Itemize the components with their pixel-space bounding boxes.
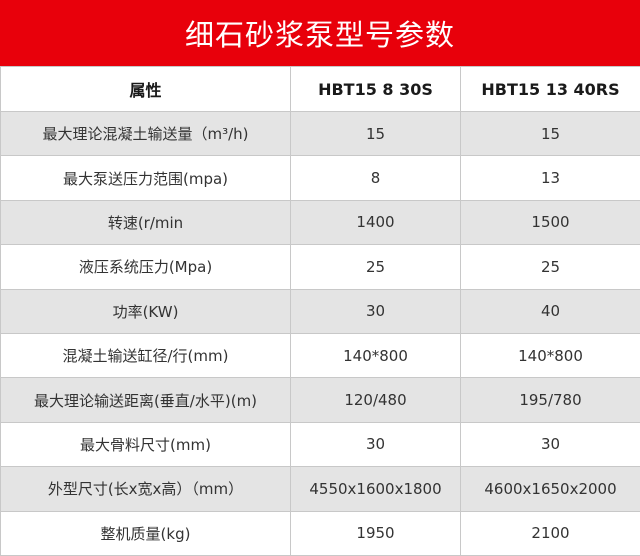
cell-attribute: 功率(KW) — [0, 288, 291, 334]
cell-model-2: 140*800 — [460, 332, 640, 379]
table-row: 最大骨料尺寸(mm) 30 30 — [0, 421, 640, 468]
table-row: 最大泵送压力范围(mpa) 8 13 — [0, 155, 640, 201]
cell-model-1: 30 — [290, 288, 461, 334]
cell-attribute: 整机质量(kg) — [0, 510, 291, 556]
cell-attribute: 最大理论输送距离(垂直/水平)(m) — [0, 377, 291, 423]
cell-model-2: 40 — [460, 288, 640, 334]
cell-attribute: 最大骨料尺寸(mm) — [0, 421, 291, 468]
cell-model-1: 15 — [290, 110, 461, 157]
table-row: 最大理论混凝土输送量（m³/h) 15 15 — [0, 110, 640, 157]
cell-attribute: 液压系统压力(Mpa) — [0, 244, 291, 290]
cell-model-2: 15 — [460, 110, 640, 157]
cell-model-2: 13 — [460, 155, 640, 201]
cell-model-2: 30 — [460, 421, 640, 468]
cell-model-2: 1500 — [460, 199, 640, 246]
header-attribute: 属性 — [0, 66, 291, 112]
cell-attribute: 混凝土输送缸径/行(mm) — [0, 332, 291, 379]
table-row: 液压系统压力(Mpa) 25 25 — [0, 244, 640, 290]
cell-model-1: 140*800 — [290, 332, 461, 379]
table-row: 外型尺寸(长x宽x高）（mm） 4550x1600x1800 4600x1650x2… — [0, 466, 640, 512]
cell-model-2: 4600x1650x2000 — [460, 466, 640, 512]
table-header-row: 属性 HBT15 8 30S HBT15 13 40RS — [0, 66, 640, 112]
table-row: 转速(r/min 1400 1500 — [0, 199, 640, 246]
header-model-1: HBT15 8 30S — [290, 66, 461, 112]
cell-model-1: 8 — [290, 155, 461, 201]
header-model-2: HBT15 13 40RS — [460, 66, 640, 112]
cell-attribute: 转速(r/min — [0, 199, 291, 246]
cell-model-1: 1950 — [290, 510, 461, 556]
parameter-table: 属性 HBT15 8 30S HBT15 13 40RS 最大理论混凝土输送量（… — [0, 66, 640, 556]
cell-model-1: 4550x1600x1800 — [290, 466, 461, 512]
title-banner: 细石砂浆泵型号参数 — [0, 0, 640, 66]
cell-model-2: 195/780 — [460, 377, 640, 423]
cell-attribute: 最大理论混凝土输送量（m³/h) — [0, 110, 291, 157]
table-row: 最大理论输送距离(垂直/水平)(m) 120/480 195/780 — [0, 377, 640, 423]
cell-attribute: 外型尺寸(长x宽x高）（mm） — [0, 466, 291, 512]
cell-model-1: 25 — [290, 244, 461, 290]
cell-model-1: 120/480 — [290, 377, 461, 423]
table-row: 整机质量(kg) 1950 2100 — [0, 510, 640, 556]
cell-model-1: 1400 — [290, 199, 461, 246]
page-title: 细石砂浆泵型号参数 — [184, 18, 455, 52]
cell-model-2: 25 — [460, 244, 640, 290]
cell-model-1: 30 — [290, 421, 461, 468]
cell-attribute: 最大泵送压力范围(mpa) — [0, 155, 291, 201]
table-row: 功率(KW) 30 40 — [0, 288, 640, 334]
cell-model-2: 2100 — [460, 510, 640, 556]
table-row: 混凝土输送缸径/行(mm) 140*800 140*800 — [0, 332, 640, 379]
